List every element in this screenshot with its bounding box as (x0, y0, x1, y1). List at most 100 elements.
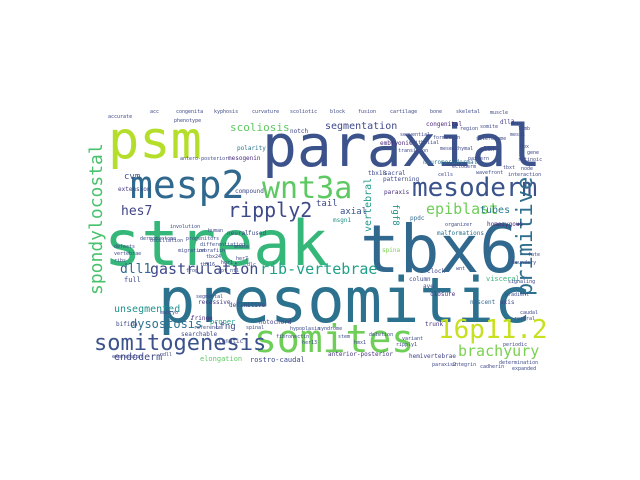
word-integrin: integrin (452, 362, 476, 368)
word-expression: expression (112, 354, 142, 360)
word-notochord: notochord (259, 319, 292, 326)
word-bifida: bifida (116, 321, 138, 328)
word-hypoplasia: hypoplasia (290, 326, 320, 332)
word-searchable: searchable (181, 331, 218, 338)
word-wnt: wnt (456, 266, 465, 272)
word-hes7: hes7 (121, 204, 152, 219)
word-her1: her1 (221, 260, 233, 266)
word-scoliosis: scoliosis (230, 121, 290, 134)
word-stem: stem (338, 334, 350, 340)
word-hmx1: hmx1 (354, 340, 366, 346)
word-periodic: periodic (503, 342, 527, 348)
word-notch: notch (290, 128, 308, 135)
word-retinoic: retinoic (518, 157, 542, 163)
word-tbx6: tbx6 (360, 211, 519, 288)
word-clock: clock (427, 268, 445, 275)
word-nascent: nascent (470, 299, 496, 306)
word-gene: gene (527, 150, 539, 156)
word-column: column (409, 276, 431, 283)
word-transition: transition (398, 148, 428, 154)
word-embryo: embryo (160, 310, 178, 316)
word-spt: spt (218, 268, 227, 274)
word-gradient: gradient (505, 292, 529, 298)
word-limb: limb (518, 126, 530, 132)
word-malformations: malformations (437, 230, 484, 237)
word-axial: axial (340, 207, 367, 217)
word-wavefront: wavefront (476, 170, 503, 176)
word-human: human (208, 228, 223, 234)
cloud-background (105, 103, 535, 378)
word-homozygous: homozygous (487, 221, 524, 228)
word-msgn1: msgn1 (333, 217, 351, 224)
word-hox: hox (520, 144, 529, 150)
word-mesoderm: mesoderm (412, 173, 537, 203)
word-skeletal: skeletal (456, 109, 480, 115)
word-cells: cells (438, 172, 453, 178)
word-spinal: spinal (246, 325, 264, 331)
word-rostral: rostral (514, 316, 535, 322)
word-cvm: cvm (124, 172, 140, 182)
word-sclerotome: sclerotome (476, 136, 506, 142)
word-phenotype: phenotype (174, 118, 201, 124)
word-closure: closure (430, 291, 456, 298)
word-accurate: accurate (108, 114, 132, 120)
word-scoliotic: scoliotic (290, 109, 317, 115)
word-lunatic: lunatic (218, 338, 244, 345)
word-compound: compound (235, 188, 264, 195)
word-rib-vertebrae: rib-vertebrae (260, 260, 377, 278)
word-paraxis: paraxis (384, 189, 410, 196)
word-mesenchymal: mesenchymal (440, 146, 473, 152)
word-dysostosis: dysostosis (130, 317, 202, 331)
word-visceral: visceral (486, 275, 520, 283)
word-tbx16: tbx16 (200, 262, 215, 268)
word-tubes: tubes (480, 205, 510, 216)
word-block: block (330, 109, 345, 115)
word-fibronectin: fibronectin (276, 334, 309, 340)
word-definitive: definitive (229, 302, 266, 309)
word-her13: her13 (302, 340, 317, 346)
word-fused: fused (248, 230, 266, 237)
word-curvature: curvature (252, 109, 279, 115)
word-ribs: ribs (114, 258, 126, 264)
word-psm: psm (108, 111, 202, 171)
word-full: full (124, 276, 141, 284)
word-formation: formation (433, 135, 460, 141)
word-congenita: congenita (176, 109, 203, 115)
word-spina: spina (382, 247, 400, 254)
word-acc: acc (150, 109, 159, 115)
word-congenital: congenital (426, 121, 463, 128)
word-variant: variant (402, 336, 423, 342)
word-fgf8: fgf8 (390, 204, 400, 226)
word-brachyury: brachyury (458, 342, 539, 360)
word-spondylocostal: spondylocostal (86, 143, 107, 295)
word-fate: fate (528, 252, 540, 258)
word-involution: involution (170, 224, 200, 230)
word-organizer: organizer (445, 222, 472, 228)
word-somite: somite (480, 124, 498, 130)
word-determination: determination (499, 360, 538, 366)
word-her7: her7 (236, 256, 248, 262)
word-rostro-caudal: rostro-caudal (250, 356, 305, 364)
word-syndrome: syndrome (318, 326, 342, 332)
word-ntl: ntl (230, 268, 239, 274)
word-neuromesodermal: neuromesodermal (423, 159, 478, 166)
word-polarity: polarity (237, 145, 266, 152)
word-oscillation: oscillation (150, 238, 183, 244)
word-ripply2: ripply2 (228, 198, 312, 222)
word-extension: extension (118, 186, 151, 193)
word-wnt3a: wnt3a (262, 171, 352, 206)
word-epiblast: epiblast (426, 200, 498, 218)
word-elongation: elongation (200, 355, 242, 363)
word-ndll: ndll (160, 352, 172, 358)
word-sacral: sacral (384, 170, 406, 177)
word-cartilage: cartilage (390, 109, 417, 115)
word-bone: bone (430, 109, 442, 115)
word-zebrafish: zebrafish (198, 248, 225, 254)
word-paraxis2: paraxis2 (432, 362, 456, 368)
word-vertebral: vertebral (363, 178, 374, 232)
word-tbx18: tbx18 (368, 170, 386, 177)
word-proper: proper (210, 318, 235, 326)
word-endoderm: endoderm (114, 352, 162, 363)
word-cadherin: cadherin (480, 364, 504, 370)
